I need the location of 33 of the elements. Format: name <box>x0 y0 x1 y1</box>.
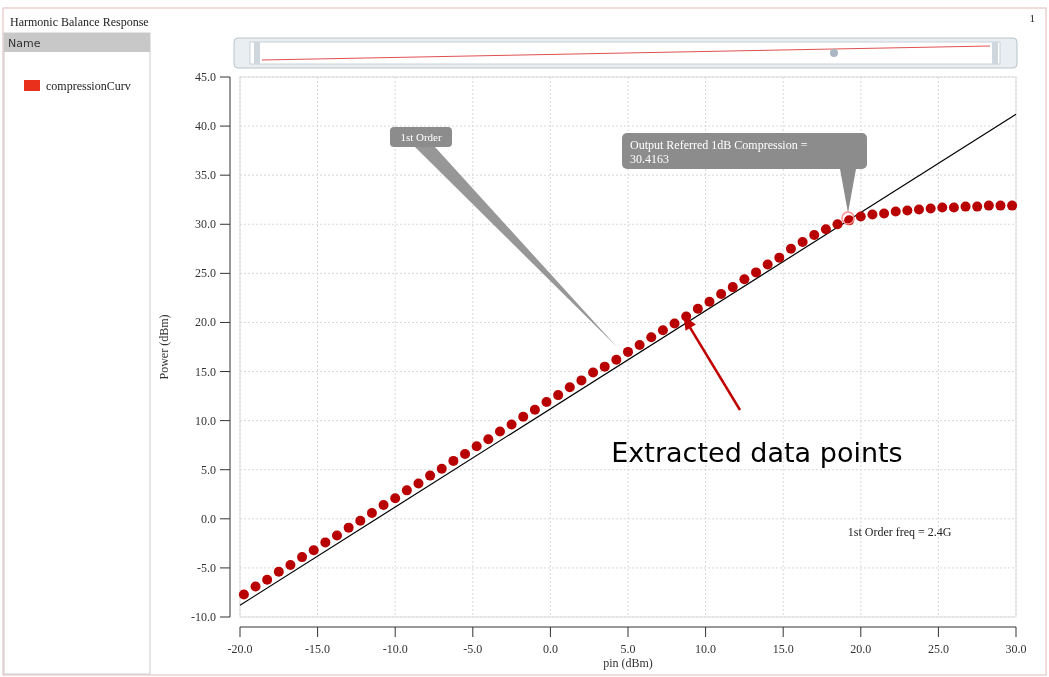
x-tick-label: 20.0 <box>850 642 872 656</box>
annotation: Extracted data points <box>611 437 903 468</box>
y-tick-label: 40.0 <box>195 119 216 134</box>
annotation: 1st Order <box>400 131 442 143</box>
y-tick-label: -10.0 <box>191 610 216 624</box>
x-tick-label: 10.0 <box>695 642 717 656</box>
text: Harmonic Balance Response <box>10 15 149 29</box>
y-tick-label: 20.0 <box>195 315 216 330</box>
legend-title: Name <box>8 37 41 50</box>
annotation: 1st Order freq = 2.4G <box>847 525 952 540</box>
x-tick-label: 30.0 <box>1005 642 1027 656</box>
x-tick-label: 15.0 <box>772 642 794 656</box>
x-tick-label: 5.0 <box>620 642 636 656</box>
y-tick-label: 10.0 <box>195 413 216 428</box>
annotation: Output Referred 1dB Compression = 30.4163 <box>630 138 808 166</box>
y-tick-label: -5.0 <box>197 560 216 575</box>
y-axis-title: Power (dBm) <box>157 314 171 380</box>
y-tick-label: 45.0 <box>195 70 216 84</box>
y-tick-label: 35.0 <box>195 168 216 183</box>
y-tick-label: 0.0 <box>201 511 216 526</box>
x-axis-title: pin (dBm) <box>603 656 653 670</box>
x-tick-label: -10.0 <box>382 642 408 656</box>
text: compressionCurv <box>46 79 131 93</box>
y-tick-label: 25.0 <box>195 266 216 281</box>
x-tick-label: -20.0 <box>227 642 253 656</box>
y-tick-label: 5.0 <box>201 462 216 477</box>
x-tick-label: 0.0 <box>542 642 558 656</box>
x-tick-label: -5.0 <box>463 642 483 656</box>
text: 1 <box>1029 12 1035 24</box>
y-tick-label: 30.0 <box>195 217 216 232</box>
y-tick-label: 15.0 <box>195 364 216 379</box>
x-tick-label: 25.0 <box>927 642 949 656</box>
x-tick-label: -15.0 <box>305 642 331 656</box>
